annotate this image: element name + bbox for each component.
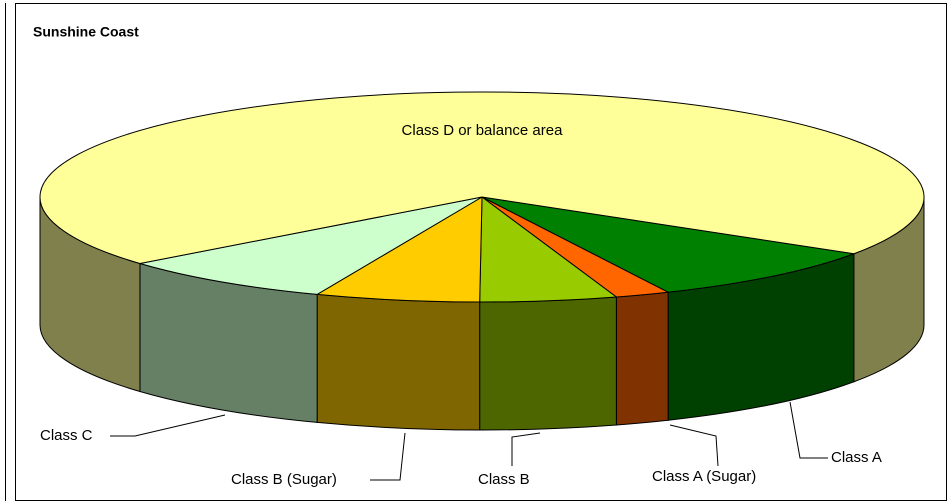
slice (139, 196, 483, 295)
leader-line (370, 432, 406, 481)
slice-label: Class D or balance area (401, 122, 563, 139)
slice-label: Class A (831, 449, 882, 466)
slice (315, 196, 483, 303)
slice-label: Class A (Sugar) (652, 468, 756, 485)
slice (481, 196, 856, 293)
slice-side (615, 291, 669, 426)
slice-side (316, 293, 481, 431)
chart-title: Sunshine Coast (33, 24, 139, 40)
leader-line (789, 401, 828, 459)
slice-label: Class B (Sugar) (231, 471, 337, 488)
leader-line (110, 414, 226, 437)
slice-label: Class C (40, 427, 93, 444)
leader-line (511, 432, 541, 466)
slice-side (479, 296, 617, 431)
slice-label: Class B (478, 471, 530, 488)
leader-line (669, 424, 719, 467)
slice (39, 91, 925, 265)
